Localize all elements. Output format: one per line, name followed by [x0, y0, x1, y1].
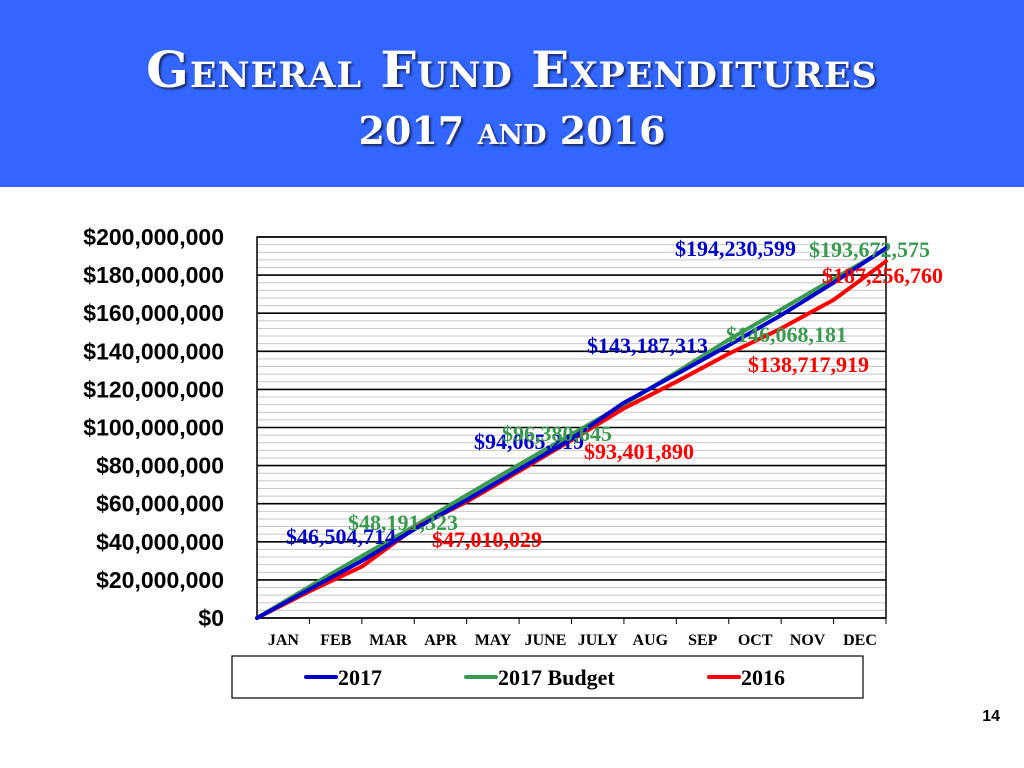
data-label: $93,401,890: [584, 439, 694, 464]
x-tick-label: FEB: [320, 632, 351, 649]
data-label: $48,191,323: [348, 510, 458, 535]
x-tick-label: MAY: [475, 632, 512, 649]
y-tick-label: $160,000,000: [83, 300, 224, 326]
data-label: $187,256,760: [822, 263, 943, 288]
y-tick-label: $20,000,000: [96, 567, 224, 593]
y-tick-label: $140,000,000: [83, 338, 224, 364]
x-tick-label: SEP: [688, 632, 718, 649]
series-line-2017: [255, 246, 888, 620]
y-tick-label: $60,000,000: [96, 491, 224, 517]
data-label: $193,672,575: [809, 237, 930, 262]
y-tick-label: $40,000,000: [96, 529, 224, 555]
page-number: 14: [982, 708, 1000, 725]
data-label: $143,187,313: [587, 333, 708, 358]
legend-label: 2016: [741, 665, 785, 690]
legend-label: 2017: [338, 665, 382, 690]
x-tick-label: NOV: [790, 632, 826, 649]
x-tick-label: MAR: [369, 632, 408, 649]
data-label: $46,504,714: [286, 524, 396, 549]
series-line-2017-budget: [255, 247, 888, 620]
chart-legend: 2017 2017 Budget 2016: [231, 655, 864, 699]
data-label: $138,717,919: [748, 352, 869, 377]
slide-header: [0, 0, 1024, 187]
legend-item-2017-budget: 2017 Budget: [464, 665, 615, 690]
data-label: $47,010,029: [432, 527, 542, 552]
legend-label: 2017 Budget: [498, 665, 615, 690]
data-label: $94,065,219: [474, 429, 584, 454]
data-label: $146,068,181: [726, 322, 847, 347]
y-tick-label: $0: [198, 605, 224, 631]
y-tick-label: $200,000,000: [83, 224, 224, 250]
y-tick-label: $180,000,000: [83, 262, 224, 288]
page-subtitle: 2017 and 2016: [358, 108, 666, 153]
x-tick-label: OCT: [738, 632, 773, 649]
page-title: General Fund Expenditures: [146, 40, 878, 99]
y-tick-label: $100,000,000: [83, 415, 224, 441]
x-tick-label: APR: [424, 632, 457, 649]
legend-item-2017: 2017: [304, 665, 382, 690]
y-tick-label: $80,000,000: [96, 453, 224, 479]
x-tick-label: JULY: [578, 632, 619, 649]
data-label: $194,230,599: [675, 236, 796, 261]
data-label: $96,380,645: [502, 421, 612, 446]
x-tick-label: AUG: [633, 632, 669, 649]
y-tick-label: $120,000,000: [83, 376, 224, 402]
x-tick-label: DEC: [843, 632, 877, 649]
x-tick-label: JAN: [268, 632, 300, 649]
legend-item-2016: 2016: [707, 665, 785, 690]
x-tick-label: JUNE: [525, 632, 567, 649]
